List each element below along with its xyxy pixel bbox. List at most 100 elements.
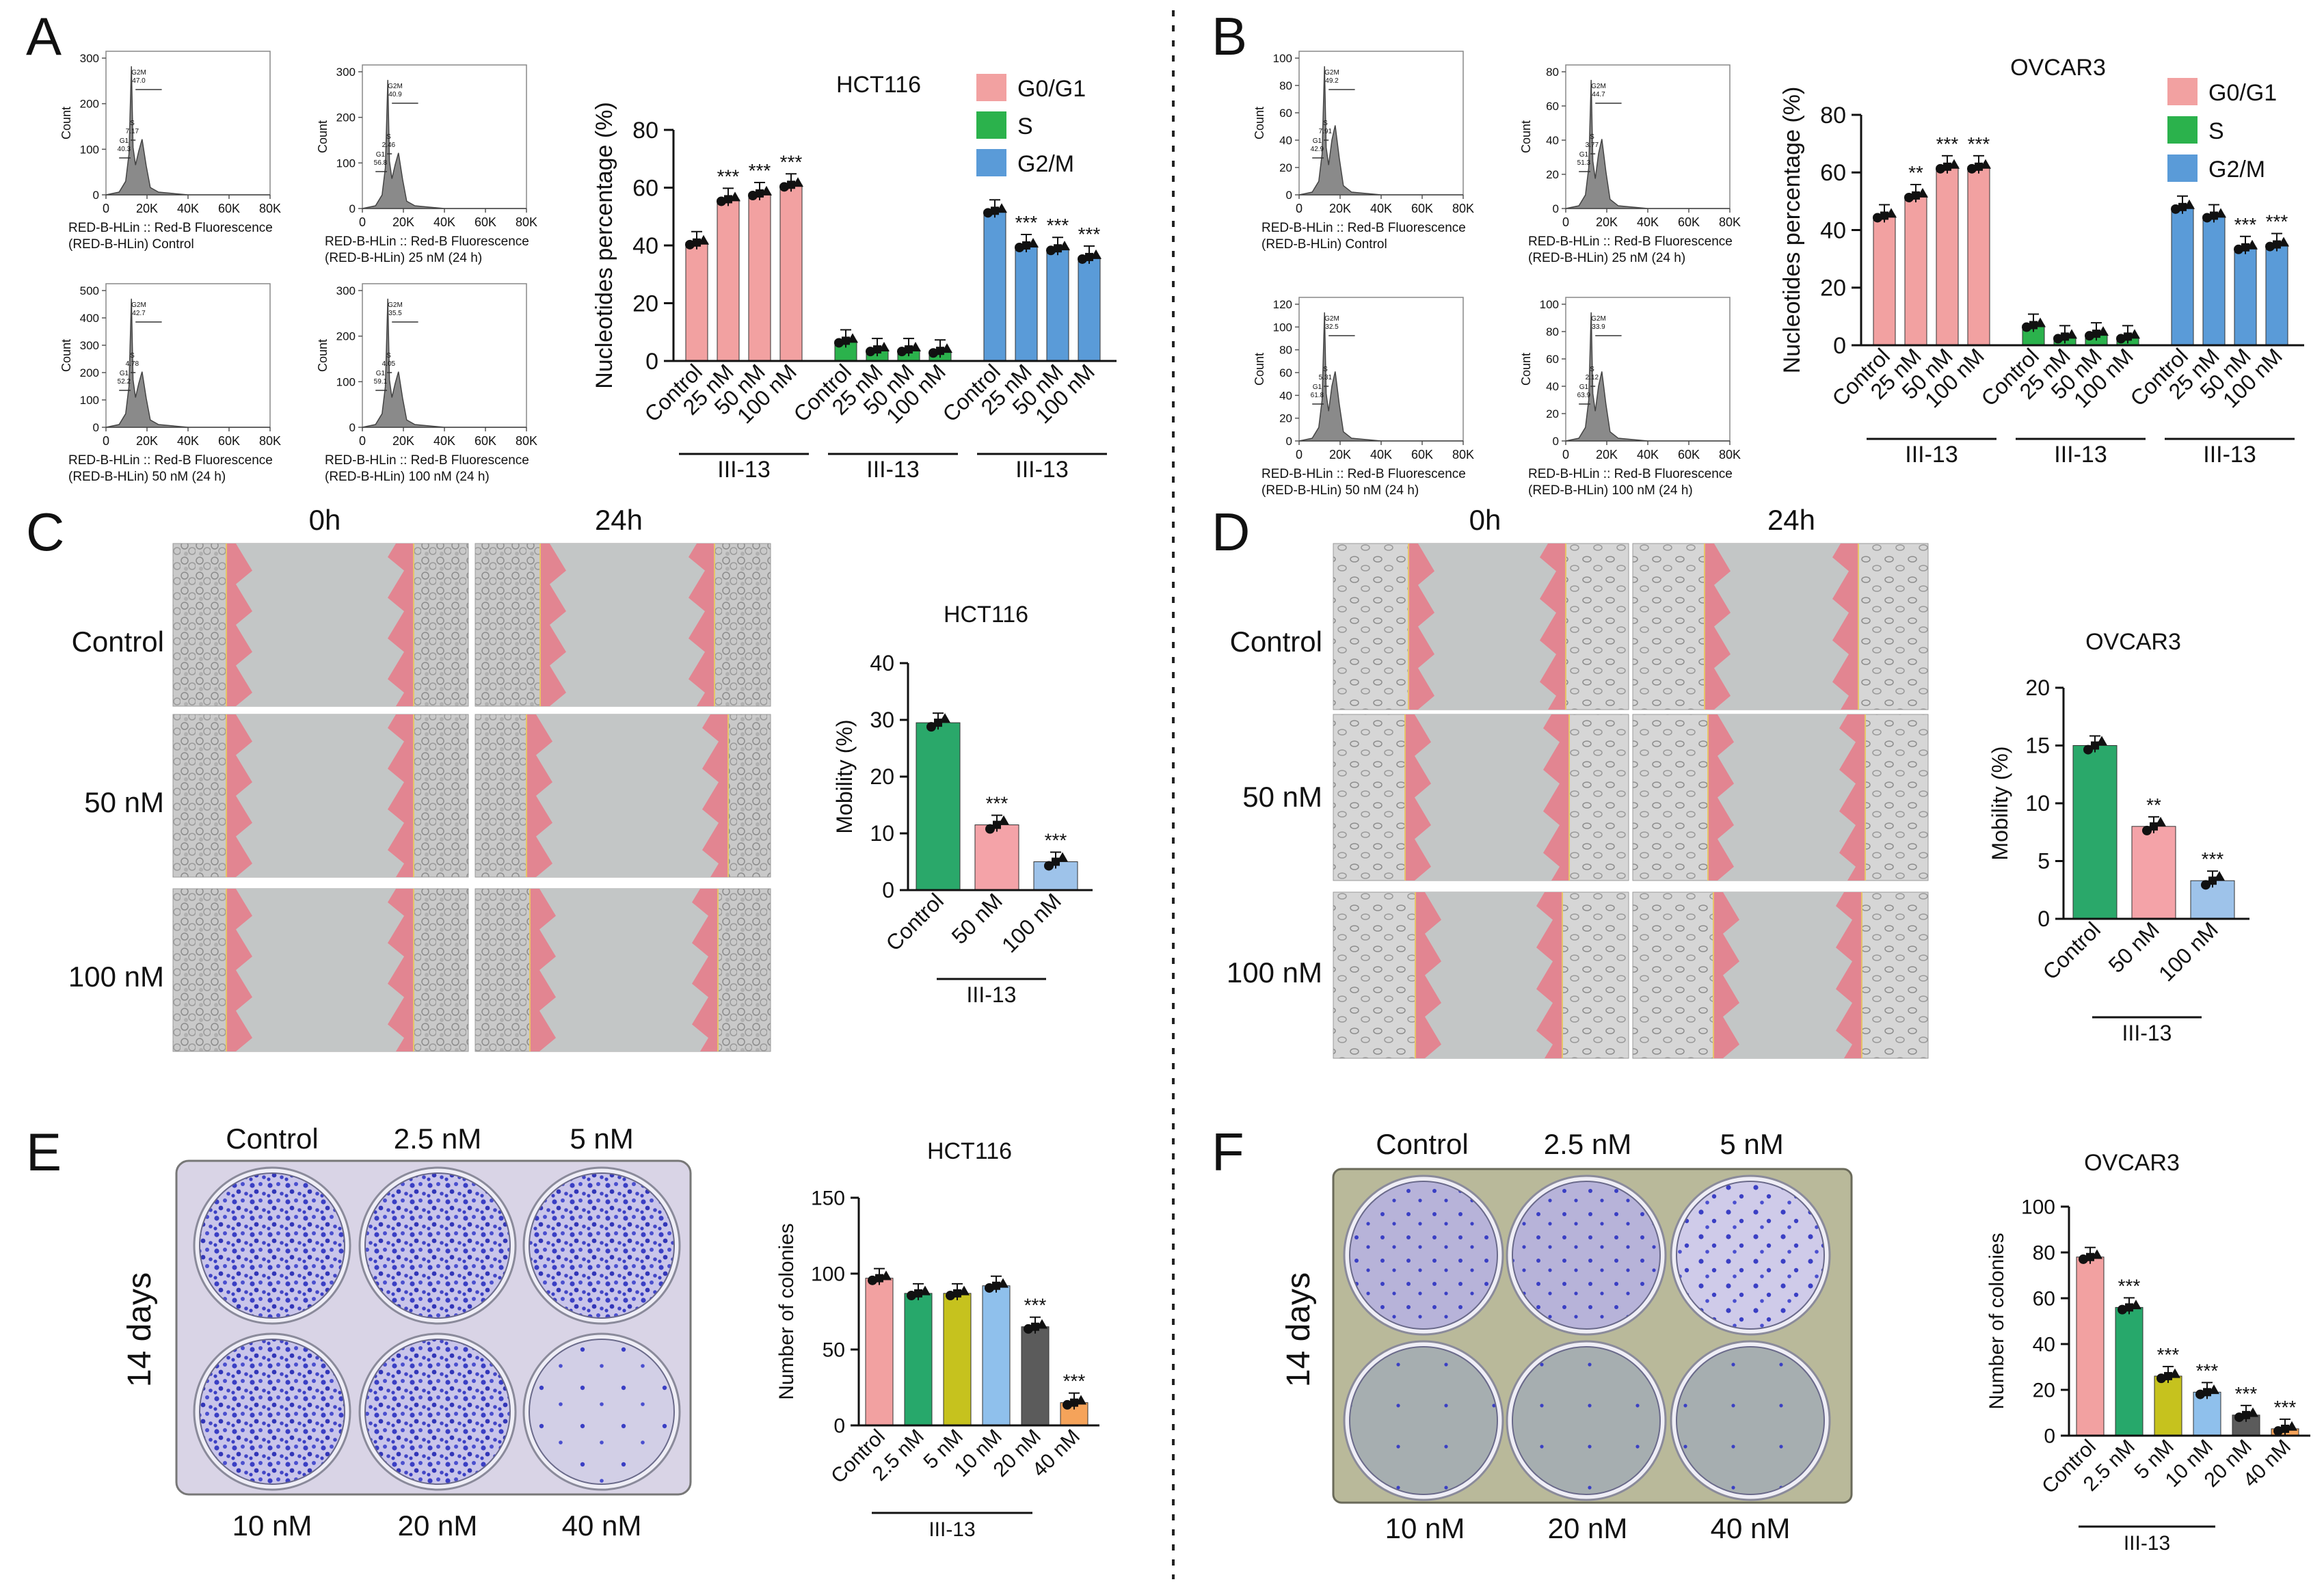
flow-xtick-label: 60K — [475, 434, 496, 448]
flow-ylabel: Count — [316, 120, 330, 153]
significance-label: *** — [780, 151, 803, 172]
replicate-point — [2265, 241, 2275, 252]
legend-swatch-g2m — [2167, 155, 2198, 182]
gate-label-s: S — [130, 352, 135, 360]
row-label-100nm: 100 nM — [68, 961, 164, 993]
significance-label: *** — [749, 160, 771, 181]
flow-xtick-label: 80K — [1719, 215, 1741, 229]
gate-label-g2m: G2M — [1324, 69, 1339, 77]
replicate-point — [2184, 199, 2195, 209]
replicate-point — [1949, 159, 1960, 169]
y-tick-label: 20 — [632, 291, 658, 317]
flow-xtick-label: 60K — [218, 434, 240, 448]
well-stain — [1349, 1181, 1498, 1330]
replicate-point — [787, 180, 795, 189]
replicate-point — [2150, 822, 2158, 831]
side-label-14-days: 14 days — [122, 1272, 158, 1387]
replicate-point — [2142, 825, 2152, 835]
gate-value-g2m: 32.5 — [1325, 323, 1339, 331]
row-label-50nm: 50 nM — [84, 786, 164, 818]
significance-label: *** — [2266, 211, 2288, 232]
replicate-point — [2098, 326, 2109, 336]
flow-ytick-label: 20 — [1546, 407, 1559, 420]
wound-edge-right — [689, 543, 714, 706]
gate-value-g2m: 44.7 — [1592, 91, 1605, 98]
replicate-point — [724, 195, 732, 204]
gate-label-g2m: G2M — [1324, 315, 1339, 323]
bar-5nm — [2154, 1375, 2182, 1436]
group-label: III-13 — [1015, 457, 1068, 483]
replicate-point — [1880, 211, 1888, 220]
gate-value-g2m: 33.9 — [1592, 323, 1605, 331]
wound-edge-right — [388, 543, 414, 706]
flow-histogram: 0 100 200 300 400 500 0 20K 40K 60K 80K Count G2M42.… — [59, 283, 281, 484]
replicate-point — [1076, 1395, 1086, 1405]
replicate-point — [2124, 332, 2132, 341]
replicate-point — [779, 182, 789, 192]
replicate-point — [2208, 876, 2217, 885]
wound-image — [475, 714, 771, 878]
wound-gap — [1405, 714, 1569, 881]
flow-caption-line1: RED-B-HLin :: Red-B Fluorescence — [68, 453, 273, 468]
wound-edge-left — [1705, 543, 1731, 710]
row-label-100nm: 100 nM — [1227, 956, 1322, 989]
replicate-point — [2035, 317, 2046, 327]
significance-label: *** — [717, 165, 740, 187]
y-tick-label: 5 — [2038, 849, 2050, 874]
replicate-point — [873, 345, 881, 354]
replicate-point — [2234, 1412, 2244, 1423]
wound-edge-right — [388, 714, 414, 877]
bar-g0g1-100nm — [779, 184, 803, 362]
significance-label: *** — [1045, 830, 1067, 851]
gate-label-s: S — [386, 352, 391, 360]
replicate-point — [730, 191, 740, 202]
wound-gap — [540, 543, 714, 706]
plate-label-control: Control — [1376, 1128, 1468, 1160]
replicate-point — [868, 1275, 877, 1285]
replicate-point — [1044, 861, 1054, 871]
wound-edge-right — [1540, 543, 1566, 710]
flow-ytick-label: 0 — [1286, 189, 1292, 202]
flow-xtick-label: 20K — [1329, 202, 1351, 215]
time-label-0h: 0h — [309, 504, 341, 536]
wound-image — [475, 543, 771, 707]
significance-label: *** — [2202, 848, 2224, 870]
chart-title: OVCAR3 — [2084, 1150, 2180, 1176]
replicate-point — [1028, 237, 1039, 247]
y-tick-label: 40 — [1820, 217, 1846, 243]
legend-swatch-g0g1 — [976, 74, 1006, 101]
flow-ytick-label: 20 — [1279, 412, 1292, 425]
flow-caption-line2: (RED-B-HLin) Control — [1261, 237, 1387, 252]
replicate-point — [996, 203, 1007, 213]
gate-value-g2m: 35.5 — [388, 310, 402, 317]
flow-caption-line2: (RED-B-HLin) 100 nM (24 h) — [1528, 483, 1693, 498]
legend-label-s: S — [1017, 113, 1033, 139]
flow-ytick-label: 200 — [80, 366, 99, 379]
replicate-point — [1078, 254, 1087, 264]
y-axis-title: Number of colonies — [775, 1223, 798, 1399]
replicate-point — [1975, 162, 1983, 171]
gate-label-g1: G1 — [1579, 151, 1589, 159]
replicate-point — [2210, 211, 2218, 220]
replicate-point — [2022, 322, 2031, 332]
cycle-legend-a: G0/G1 S G2/M — [976, 74, 1086, 177]
y-tick-label: 20 — [870, 764, 894, 789]
y-tick-label: 0 — [645, 349, 658, 375]
replicate-point — [2116, 334, 2126, 344]
y-tick-label: 20 — [2033, 1380, 2055, 1402]
bar-g0g1-control — [685, 242, 708, 362]
colony-well — [1506, 1174, 1667, 1336]
wound-gap — [530, 889, 718, 1051]
flow-xtick-label: 40K — [177, 434, 199, 448]
wound-edge-left — [226, 889, 252, 1051]
replicate-point — [1912, 191, 1920, 200]
flow-caption-line1: RED-B-HLin :: Red-B Fluorescence — [1261, 467, 1466, 481]
plate-label-40nm: 40 nM — [1711, 1512, 1791, 1544]
bar-control — [916, 722, 961, 891]
legend-label-g2m: G2/M — [1017, 151, 1074, 177]
y-tick-label: 40 — [632, 233, 658, 259]
gate-label-g2m: G2M — [388, 83, 403, 90]
